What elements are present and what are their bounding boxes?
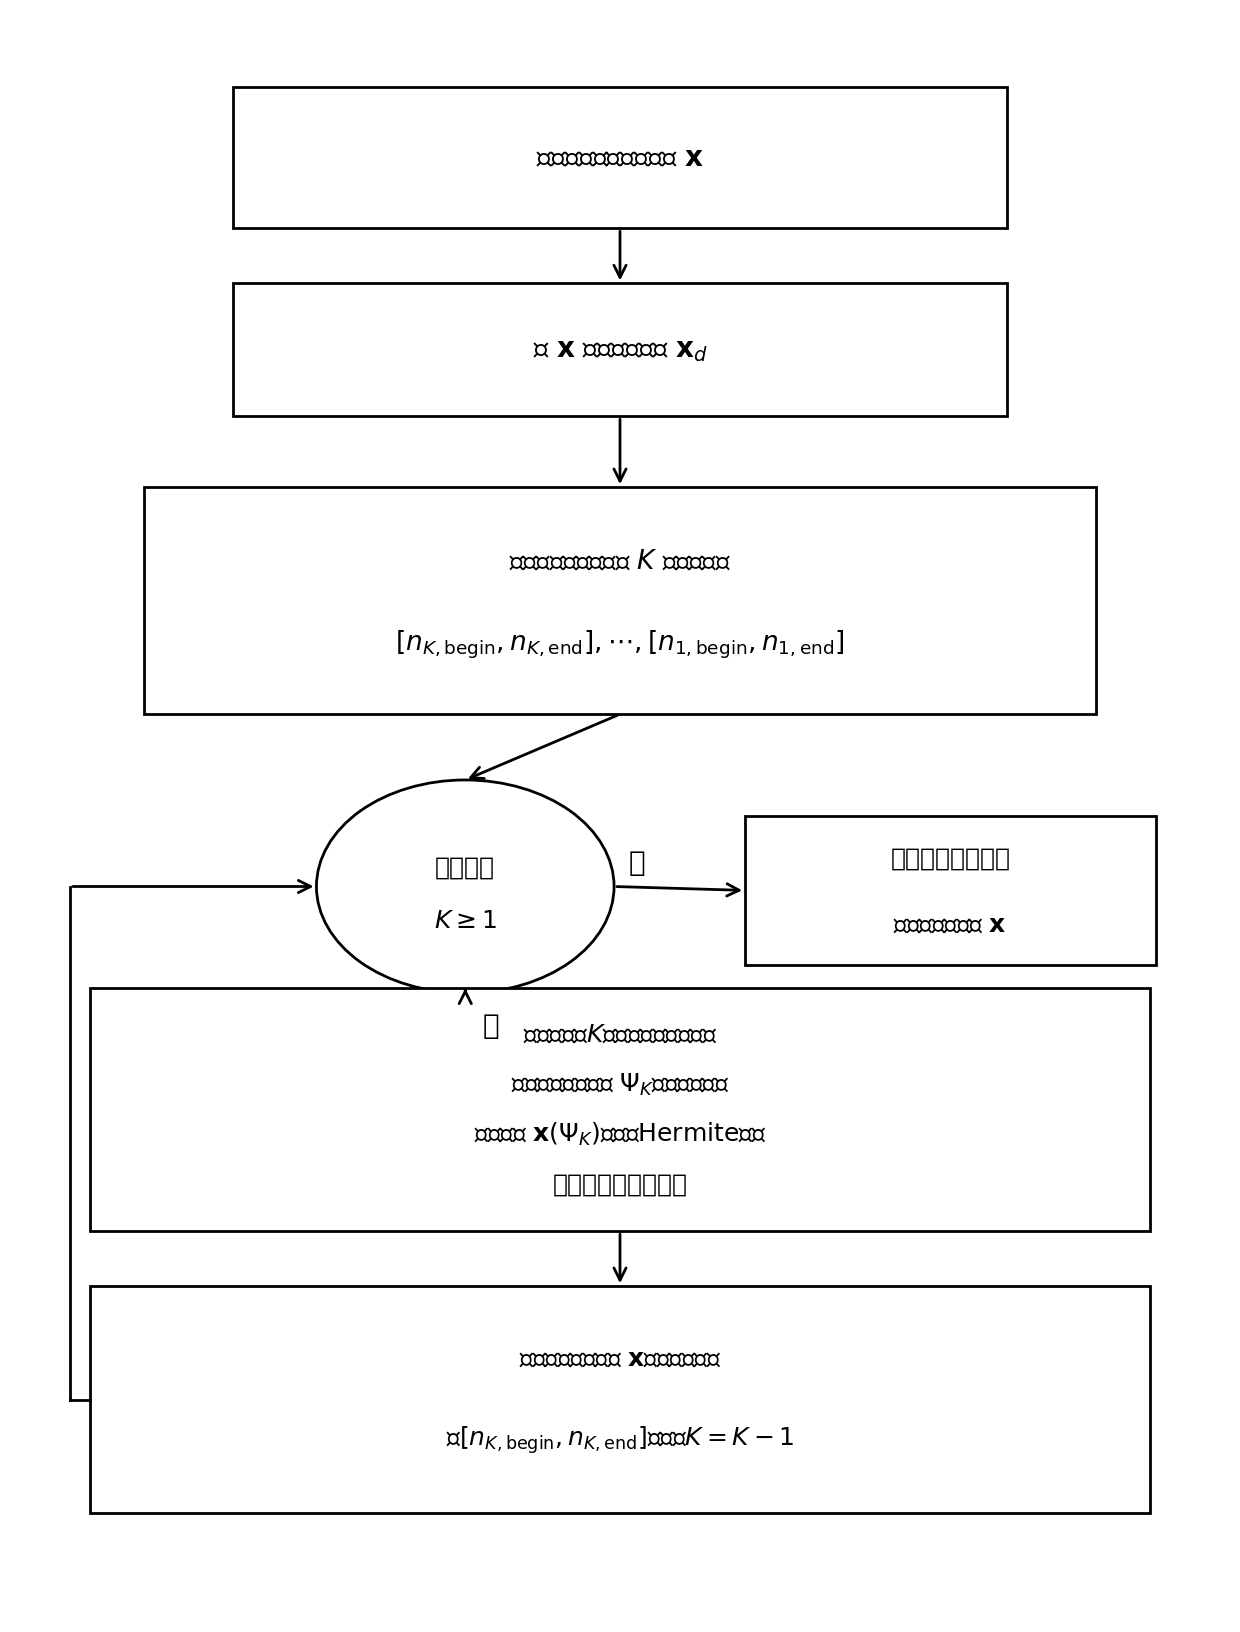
Text: 失真的听诊信号 $\mathbf{x}$: 失真的听诊信号 $\mathbf{x}$ [894, 912, 1007, 937]
Text: 进行该数据段的修复: 进行该数据段的修复 [553, 1173, 687, 1196]
FancyBboxPatch shape [233, 284, 1007, 416]
FancyBboxPatch shape [144, 486, 1096, 715]
Text: 确定修复第$K$段削波失真区域所需: 确定修复第$K$段削波失真区域所需 [523, 1023, 717, 1046]
FancyBboxPatch shape [91, 1286, 1149, 1513]
Text: 判断是否: 判断是否 [435, 855, 495, 880]
Text: $\left[n_{K,\mathrm{begin}},n_{K,\mathrm{end}}\right],\cdots,\left[n_{1,\mathrm{: $\left[n_{K,\mathrm{begin}},n_{K,\mathrm… [396, 628, 844, 661]
Text: $K\geq1$: $K\geq1$ [434, 909, 496, 934]
Text: 输出修复后无削波: 输出修复后无削波 [890, 847, 1011, 871]
FancyBboxPatch shape [745, 816, 1156, 965]
Text: 确定发生削波失真的 $K$ 个时间区间: 确定发生削波失真的 $K$ 个时间区间 [510, 548, 730, 574]
Text: 对 $\mathbf{x}$ 求差分，得到 $\mathbf{x}_{d}$: 对 $\mathbf{x}$ 求差分，得到 $\mathbf{x}_{d}$ [533, 336, 707, 364]
Text: 读取听诊信号采样序列 $\mathbf{x}$: 读取听诊信号采样序列 $\mathbf{x}$ [536, 144, 704, 171]
Text: 利用修复结果更新 $\mathbf{x}$，移除时间区: 利用修复结果更新 $\mathbf{x}$，移除时间区 [518, 1346, 722, 1371]
Text: 据样本值 $\mathbf{x}(\Psi_K)$，利用Hermite插值: 据样本值 $\mathbf{x}(\Psi_K)$，利用Hermite插值 [474, 1121, 766, 1149]
Ellipse shape [316, 780, 614, 992]
Text: 的数据时间点集合 $\Psi_K$及其对应的数: 的数据时间点集合 $\Psi_K$及其对应的数 [511, 1072, 729, 1098]
Text: 间$\left[n_{K,\mathrm{begin}},n_{K,\mathrm{end}}\right]$，并令$K=K-1$: 间$\left[n_{K,\mathrm{begin}},n_{K,\mathr… [445, 1425, 795, 1456]
FancyBboxPatch shape [91, 989, 1149, 1231]
FancyBboxPatch shape [233, 88, 1007, 228]
Text: 是: 是 [484, 1012, 500, 1040]
Text: 否: 否 [629, 849, 645, 876]
